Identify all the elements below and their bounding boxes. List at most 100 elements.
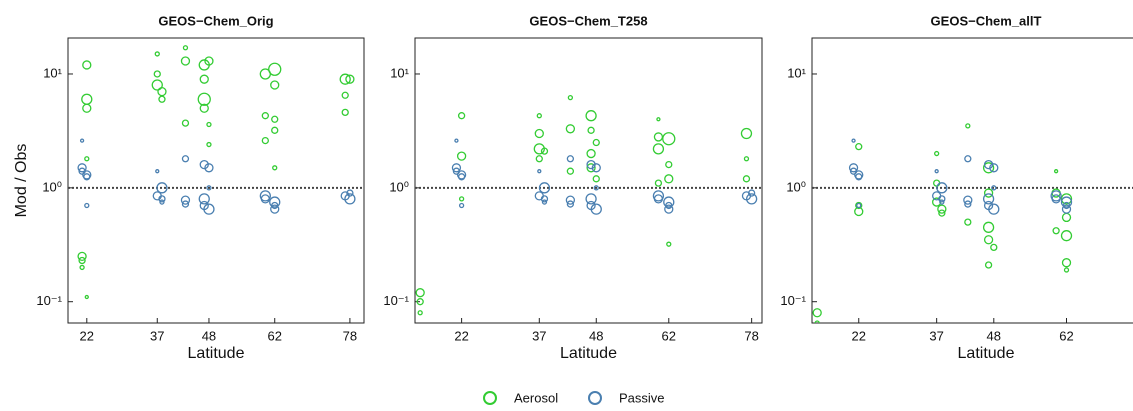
point xyxy=(538,182,551,194)
point xyxy=(654,179,663,187)
point xyxy=(81,93,93,105)
point xyxy=(964,200,972,208)
point xyxy=(199,159,209,170)
point xyxy=(585,110,597,122)
plot-frame xyxy=(811,37,1133,324)
point xyxy=(814,320,820,323)
point xyxy=(151,79,163,91)
panel-title: GEOS−Chem_T258 xyxy=(529,13,647,28)
x-tick-label: 48 xyxy=(589,328,603,343)
y-axis-label: Mod / Obs xyxy=(13,144,30,218)
point xyxy=(158,95,166,103)
point xyxy=(937,204,947,214)
point xyxy=(854,170,864,180)
point xyxy=(84,202,90,209)
x-tick-label: 37 xyxy=(929,328,943,343)
point xyxy=(261,112,269,120)
point xyxy=(1062,201,1071,210)
point xyxy=(204,163,214,173)
point xyxy=(180,56,191,66)
point xyxy=(155,169,160,174)
point xyxy=(206,185,212,191)
point xyxy=(541,199,548,205)
x-tick-label: 62 xyxy=(662,328,676,343)
point xyxy=(665,160,673,169)
point xyxy=(346,189,354,197)
point xyxy=(416,298,424,306)
point xyxy=(587,126,595,134)
point xyxy=(586,148,596,159)
point xyxy=(77,251,87,262)
point xyxy=(341,108,349,117)
point xyxy=(1051,194,1061,204)
point xyxy=(984,261,993,269)
point xyxy=(199,103,209,113)
point xyxy=(78,256,86,265)
point xyxy=(154,51,160,57)
point xyxy=(939,199,945,205)
x-tick-label: 62 xyxy=(267,328,281,343)
y-tick-label: 10¹ xyxy=(390,65,409,80)
point xyxy=(181,200,190,208)
point xyxy=(592,138,600,147)
point xyxy=(965,123,971,129)
point xyxy=(181,119,190,127)
point xyxy=(856,202,862,209)
point xyxy=(983,159,994,170)
point xyxy=(936,182,948,194)
x-tick-label: 22 xyxy=(80,328,94,343)
point xyxy=(745,193,758,205)
point xyxy=(454,138,459,143)
plot-area xyxy=(68,45,364,300)
point xyxy=(586,159,596,170)
point xyxy=(457,173,466,181)
x-axis-label: Latitude xyxy=(188,345,245,362)
point xyxy=(199,74,209,84)
y-tick-label: 10⁰ xyxy=(786,179,806,194)
point xyxy=(158,195,166,203)
point xyxy=(1061,258,1072,268)
point xyxy=(82,60,92,70)
point xyxy=(159,199,165,205)
point xyxy=(934,169,939,174)
point xyxy=(341,91,349,99)
plot-area xyxy=(415,94,762,316)
point xyxy=(339,73,351,85)
point xyxy=(988,203,1000,215)
point xyxy=(991,185,997,191)
point xyxy=(989,163,999,173)
point xyxy=(983,188,994,198)
point xyxy=(938,195,946,203)
point xyxy=(417,310,423,316)
point xyxy=(566,155,575,163)
point xyxy=(537,169,542,174)
plot-frame xyxy=(414,37,763,324)
point xyxy=(652,190,665,202)
point xyxy=(964,155,972,163)
point xyxy=(653,194,664,204)
point xyxy=(665,201,673,210)
y-tick-label: 10⁰ xyxy=(42,179,62,194)
point xyxy=(540,147,549,155)
x-tick-label: 48 xyxy=(987,328,1001,343)
point xyxy=(261,136,269,145)
y-tick-label: 10⁻¹ xyxy=(383,293,409,308)
point xyxy=(664,174,674,184)
point xyxy=(534,128,544,139)
point xyxy=(77,163,87,173)
point xyxy=(153,70,161,78)
point xyxy=(963,195,973,205)
point xyxy=(586,163,596,173)
point xyxy=(591,163,601,173)
plot-area xyxy=(812,123,1133,323)
point xyxy=(456,151,467,161)
point xyxy=(653,132,664,142)
x-tick-label: 22 xyxy=(852,328,866,343)
point xyxy=(666,241,672,247)
point xyxy=(203,203,215,215)
point xyxy=(457,112,466,120)
point xyxy=(270,204,280,214)
point xyxy=(269,196,281,208)
point xyxy=(652,143,665,155)
